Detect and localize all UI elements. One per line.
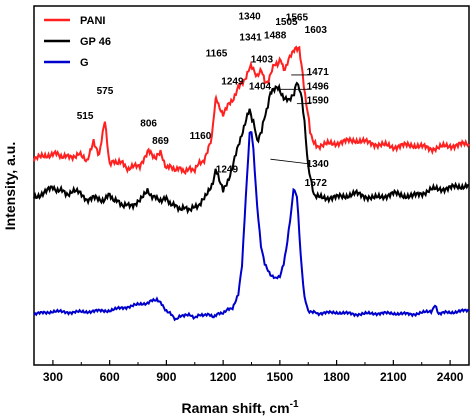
peak-label: 1249 bbox=[216, 165, 239, 176]
legend-label: PANI bbox=[80, 15, 105, 27]
peak-label: 1471 bbox=[307, 67, 330, 78]
series-pani-line bbox=[33, 45, 470, 176]
peak-label: 1249 bbox=[221, 77, 244, 88]
x-axis-ticks: 300 600 900 1200 1500 1800 2100 2400 bbox=[43, 360, 464, 384]
x-tick-label: 1800 bbox=[323, 370, 350, 384]
x-tick-label: 300 bbox=[43, 370, 63, 384]
peak-label: 1340 bbox=[307, 159, 330, 170]
x-axis-title-main: Raman shift, cm bbox=[181, 400, 289, 416]
series-gp-46-line bbox=[33, 81, 470, 215]
peak-label: 515 bbox=[77, 111, 94, 122]
legend-label: G bbox=[80, 57, 89, 69]
peak-label: 1603 bbox=[305, 25, 328, 36]
series-layer bbox=[33, 45, 470, 322]
annotation-leader-line bbox=[270, 158, 311, 165]
x-tick-label: 600 bbox=[100, 370, 120, 384]
x-tick-label: 900 bbox=[156, 370, 176, 384]
x-tick-label: 2100 bbox=[380, 370, 407, 384]
y-axis-title: Intensity, a.u. bbox=[2, 142, 18, 230]
peak-annotations: 515 575 806 869 1165 1249 1340 1341 1403 1488 1505… bbox=[77, 11, 330, 189]
peak-label: 1505 bbox=[275, 17, 298, 28]
legend: PANI GP 46 G bbox=[44, 15, 111, 69]
peak-label: 1590 bbox=[307, 96, 330, 107]
peak-label: 1565 bbox=[286, 12, 309, 23]
peak-label: 806 bbox=[140, 119, 157, 130]
peak-label: 869 bbox=[152, 136, 169, 147]
legend-label: GP 46 bbox=[80, 36, 111, 48]
peak-label: 1496 bbox=[307, 81, 330, 92]
x-axis-title-sup: -1 bbox=[290, 399, 299, 410]
peak-label: 1488 bbox=[264, 31, 287, 42]
peak-label: 1340 bbox=[238, 11, 261, 22]
peak-label: 1403 bbox=[251, 54, 274, 65]
peak-label: 1341 bbox=[239, 32, 262, 43]
x-tick-label: 1200 bbox=[210, 370, 237, 384]
peak-label: 1404 bbox=[249, 81, 272, 92]
x-tick-label: 2400 bbox=[437, 370, 464, 384]
x-axis-title: Raman shift, cm-1 bbox=[181, 399, 298, 416]
peak-label: 1572 bbox=[305, 178, 328, 189]
series-g-line bbox=[33, 131, 470, 322]
peak-label: 1165 bbox=[206, 49, 228, 60]
peak-label: 575 bbox=[97, 86, 114, 97]
peak-label: 1160 bbox=[190, 131, 212, 142]
x-tick-label: 1500 bbox=[267, 370, 294, 384]
